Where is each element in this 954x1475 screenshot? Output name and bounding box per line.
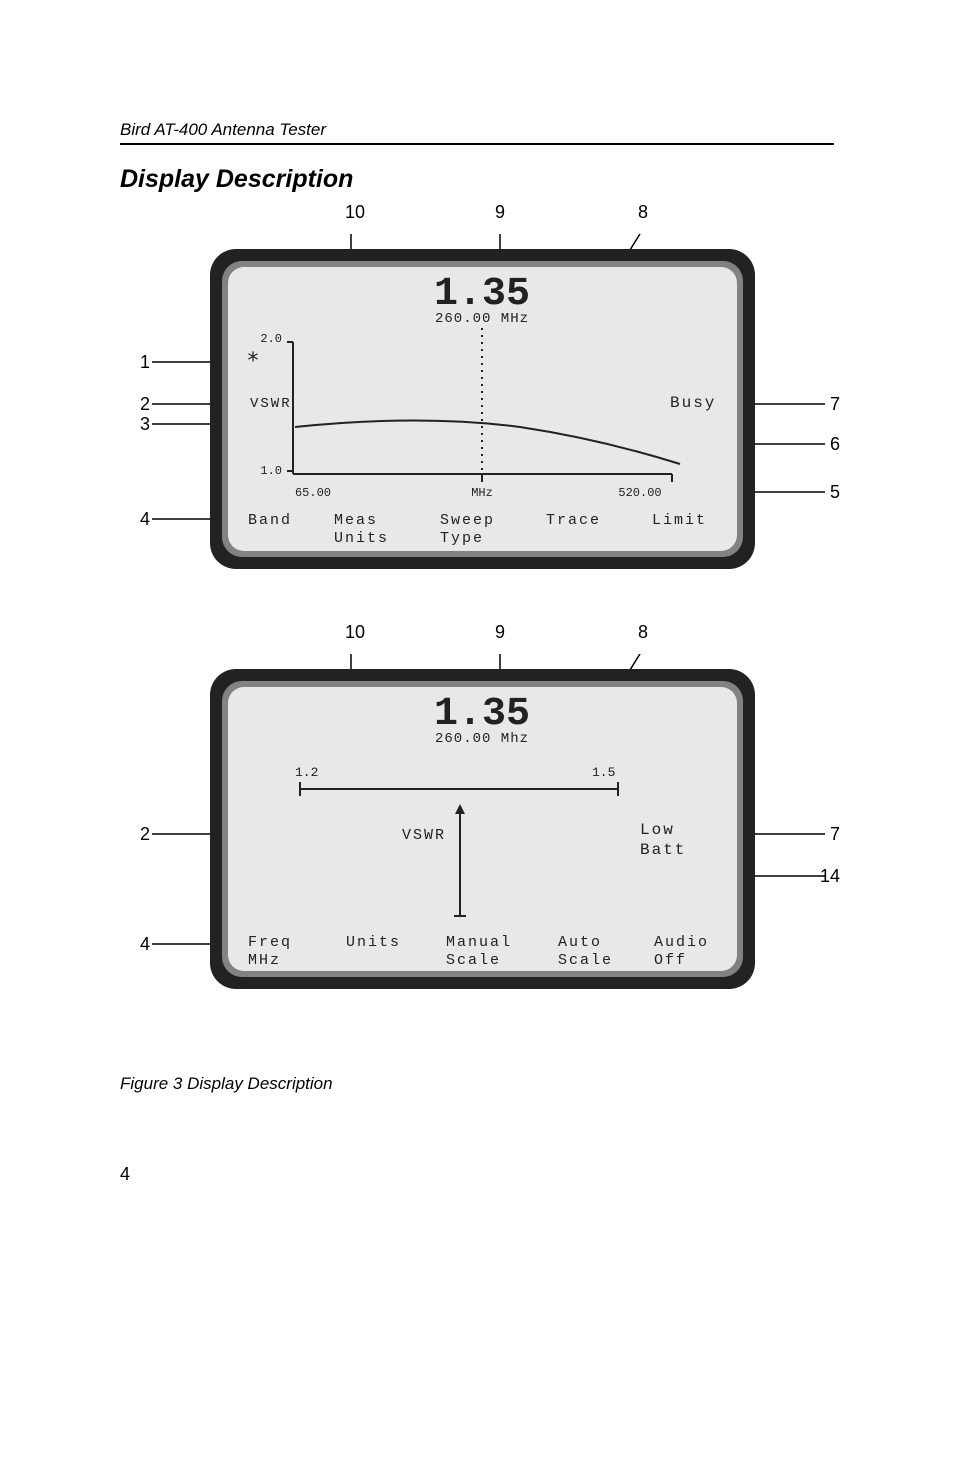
callout-6: 6 — [830, 434, 840, 455]
svg-text:Audio: Audio — [654, 934, 709, 951]
callout-14: 14 — [820, 866, 840, 887]
callout-8: 8 — [638, 202, 648, 223]
svg-text:VSWR: VSWR — [402, 827, 446, 844]
callout-8: 8 — [638, 622, 648, 643]
svg-text:Scale: Scale — [446, 952, 501, 969]
svg-text:MHz: MHz — [471, 486, 493, 500]
svg-text:MHz: MHz — [248, 952, 281, 969]
svg-text:1.5: 1.5 — [592, 765, 615, 780]
svg-text:1.0: 1.0 — [260, 464, 282, 478]
callout-3: 3 — [120, 414, 150, 435]
page-number: 4 — [120, 1164, 834, 1185]
callout-7: 7 — [830, 394, 840, 415]
svg-text:*: * — [246, 349, 259, 374]
svg-text:Units: Units — [346, 934, 401, 951]
svg-text:Freq: Freq — [248, 934, 292, 951]
svg-text:Off: Off — [654, 952, 687, 969]
svg-text:Scale: Scale — [558, 952, 613, 969]
callout-10: 10 — [345, 622, 365, 643]
callout-2: 2 — [120, 394, 150, 415]
svg-text:Units: Units — [334, 530, 389, 547]
svg-text:Auto: Auto — [558, 934, 602, 951]
svg-text:260.00 Mhz: 260.00 Mhz — [435, 731, 529, 747]
svg-text:Trace: Trace — [546, 512, 601, 529]
callout-2: 2 — [120, 824, 150, 845]
diagram-1-svg: 1.35 260.00 MHz 2.0 1.0 VSWR 65.00 MHz 5… — [120, 234, 840, 604]
section-title: Display Description — [120, 165, 834, 194]
svg-text:520.00: 520.00 — [618, 486, 661, 500]
svg-text:2.0: 2.0 — [260, 332, 282, 346]
callout-9: 9 — [495, 202, 505, 223]
diagram-2-svg: 1.35 260.00 Mhz 1.2 1.5 VSWR Low Batt Fr… — [120, 654, 840, 1024]
svg-text:1.2: 1.2 — [295, 765, 318, 780]
callout-4: 4 — [120, 934, 150, 955]
callout-9: 9 — [495, 622, 505, 643]
svg-text:Batt: Batt — [640, 841, 686, 859]
svg-text:Low: Low — [640, 821, 675, 839]
svg-text:Type: Type — [440, 530, 484, 547]
callout-1: 1 — [120, 352, 150, 373]
diagram-1: 10 9 8 1 2 3 4 7 6 5 1.35 — [120, 234, 840, 604]
svg-text:VSWR: VSWR — [250, 396, 292, 412]
callout-10: 10 — [345, 202, 365, 223]
svg-text:65.00: 65.00 — [295, 486, 331, 500]
svg-text:Busy: Busy — [670, 394, 716, 412]
svg-text:260.00 MHz: 260.00 MHz — [435, 311, 529, 327]
svg-text:Meas: Meas — [334, 512, 378, 529]
diagram-2: 10 9 8 2 4 7 14 1.35 260.00 Mhz 1.2 1.5 — [120, 654, 840, 1024]
figure-caption: Figure 3 Display Description — [120, 1074, 834, 1094]
svg-text:Manual: Manual — [446, 934, 512, 951]
svg-text:Limit: Limit — [652, 512, 707, 529]
svg-text:Sweep: Sweep — [440, 512, 495, 529]
document-header: Bird AT-400 Antenna Tester — [120, 120, 834, 145]
callout-5: 5 — [830, 482, 840, 503]
svg-text:Band: Band — [248, 512, 292, 529]
callout-7: 7 — [830, 824, 840, 845]
callout-4: 4 — [120, 509, 150, 530]
